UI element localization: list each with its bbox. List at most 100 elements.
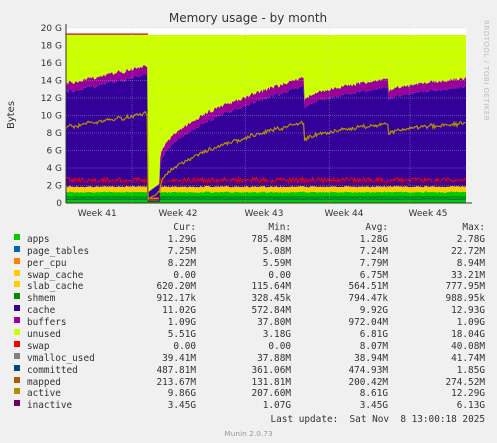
rrdtool-watermark: RRDTOOL / TOBI OETIKER xyxy=(482,20,490,122)
x-tick-label: Week 42 xyxy=(159,209,198,219)
legend-min: 785.48M xyxy=(251,233,291,245)
y-tick-label: 18 G xyxy=(41,42,62,52)
legend-cur: 3.45G xyxy=(167,400,196,412)
legend-swatch xyxy=(14,257,20,264)
footer-version: Munin 2.0.73 xyxy=(224,429,273,438)
legend-max: 2.78G xyxy=(456,233,485,245)
legend-name: vmalloc_used xyxy=(27,352,95,364)
legend-max: 41.74M xyxy=(451,352,485,364)
legend-cur: 0.00 xyxy=(173,340,196,352)
legend-max: 777.95M xyxy=(445,281,485,293)
legend-min: 5.08M xyxy=(262,245,291,257)
legend-swatch xyxy=(14,352,20,359)
legend-name: committed xyxy=(27,364,78,376)
legend-cur: 1.29G xyxy=(167,233,196,245)
legend-header-min: Min: xyxy=(268,222,291,233)
last-update: Last update: Sat Nov 8 13:00:18 2025 xyxy=(270,414,485,425)
y-tick-label: 6 G xyxy=(46,147,62,157)
legend-name: buffers xyxy=(27,317,67,329)
legend-cur: 487.81M xyxy=(156,364,196,376)
legend-cur: 7.25M xyxy=(167,245,196,257)
legend: Cur: Min: Avg: Max: apps 1.29G 785.48M 1.28… xyxy=(0,222,497,412)
y-tick-label: 14 G xyxy=(41,77,62,87)
legend-avg: 200.42M xyxy=(348,376,388,388)
legend-max: 22.72M xyxy=(451,245,485,257)
legend-swatch xyxy=(14,305,20,312)
y-tick-label: 8 G xyxy=(46,129,62,139)
legend-max: 8.94M xyxy=(456,257,485,269)
legend-avg: 564.51M xyxy=(348,281,388,293)
legend-max: 6.13G xyxy=(456,400,485,412)
legend-avg: 972.04M xyxy=(348,317,388,329)
legend-min: 37.80M xyxy=(257,317,291,329)
legend-min: 361.06M xyxy=(251,364,291,376)
y-tick-label: 4 G xyxy=(46,164,62,174)
legend-avg: 38.94M xyxy=(354,352,388,364)
x-tick-label: Week 45 xyxy=(409,209,448,219)
area-unused xyxy=(66,35,466,192)
legend-name: inactive xyxy=(27,400,73,412)
legend-name: mapped xyxy=(27,376,61,388)
legend-swatch xyxy=(14,340,20,347)
legend-swatch xyxy=(14,233,20,240)
legend-header-avg: Avg: xyxy=(365,222,388,233)
legend-min: 1.07G xyxy=(262,400,291,412)
legend-cur: 8.22M xyxy=(167,257,196,269)
legend-min: 572.84M xyxy=(251,305,291,317)
legend-row-slab-cache: slab_cache 620.20M 115.64M 564.51M 777.95M xyxy=(0,281,497,293)
legend-cur: 11.02G xyxy=(162,305,196,317)
legend-swatch xyxy=(14,317,20,324)
legend-swatch xyxy=(14,269,20,276)
x-tick-label: Week 41 xyxy=(78,209,117,219)
legend-min: 37.88M xyxy=(257,352,291,364)
legend-avg: 8.61G xyxy=(359,388,388,400)
legend-swatch xyxy=(14,293,20,300)
legend-row-swap-cache: swap_cache 0.00 0.00 6.75M 33.21M xyxy=(0,269,497,282)
x-tick-label: Week 44 xyxy=(325,209,364,219)
y-tick-label: 12 G xyxy=(41,94,62,104)
legend-cur: 1.09G xyxy=(167,317,196,329)
legend-name: active xyxy=(27,388,61,400)
legend-cur: 5.51G xyxy=(167,329,196,341)
legend-row-vmalloc-used: vmalloc_used 39.41M 37.88M 38.94M 41.74M xyxy=(0,352,497,365)
legend-name: swap xyxy=(27,340,50,352)
legend-cur: 0.00 xyxy=(173,269,196,281)
legend-row-committed: committed 487.81M 361.06M 474.93M 1.85G xyxy=(0,364,497,377)
legend-row-active: active 9.86G 207.60M 8.61G 12.29G xyxy=(0,388,497,400)
legend-row-cache: cache 11.02G 572.84M 9.92G 12.93G xyxy=(0,305,497,317)
y-tick-label: 2 G xyxy=(46,182,62,192)
legend-swatch xyxy=(14,388,20,395)
legend-cur: 912.17k xyxy=(156,293,196,305)
area-buffers xyxy=(66,65,466,193)
legend-swatch xyxy=(14,364,20,371)
legend-max: 1.09G xyxy=(456,317,485,329)
line-committed xyxy=(65,198,467,200)
legend-header: Cur: Min: Avg: Max: xyxy=(0,222,497,234)
legend-min: 3.18G xyxy=(262,329,291,341)
legend-avg: 474.93M xyxy=(348,364,388,376)
legend-name: slab_cache xyxy=(27,281,84,293)
legend-max: 33.21M xyxy=(451,269,485,281)
legend-avg: 794.47k xyxy=(348,293,388,305)
legend-avg: 7.79M xyxy=(359,257,388,269)
x-tick-label: Week 43 xyxy=(245,209,284,219)
y-axis-label: Bytes xyxy=(6,101,17,129)
chart-title: Memory usage - by month xyxy=(169,11,327,25)
y-tick-label: 10 G xyxy=(41,112,62,122)
legend-row-apps: apps 1.29G 785.48M 1.28G 2.78G xyxy=(0,233,497,246)
legend-cur: 9.86G xyxy=(167,388,196,400)
legend-name: page_tables xyxy=(27,245,90,257)
legend-avg: 3.45G xyxy=(359,400,388,412)
legend-max: 12.29G xyxy=(451,388,485,400)
legend-avg: 6.75M xyxy=(359,269,388,281)
line-shmem xyxy=(65,195,467,202)
y-tick-label: 16 G xyxy=(41,59,62,69)
legend-name: unused xyxy=(27,329,61,341)
legend-avg: 1.28G xyxy=(359,233,388,245)
legend-row-unused: unused 5.51G 3.18G 6.81G 18.04G xyxy=(0,329,497,341)
legend-swatch xyxy=(14,281,20,288)
legend-name: per_cpu xyxy=(27,257,67,269)
chart: Memory usage - by month Bytes 0 2 G 4 G 6 G 8 … xyxy=(6,11,472,219)
legend-min: 207.60M xyxy=(251,388,291,400)
legend-row-page-tables: page_tables 7.25M 5.08M 7.24M 22.72M xyxy=(0,245,497,258)
